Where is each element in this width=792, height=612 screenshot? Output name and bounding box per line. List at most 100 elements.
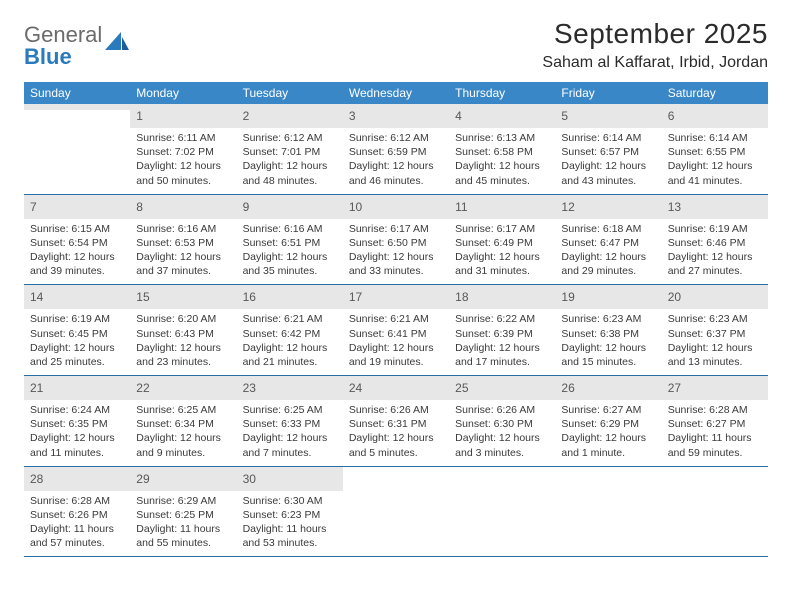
calendar-grid: Sunday Monday Tuesday Wednesday Thursday… xyxy=(24,82,768,557)
day-number-row: 24 xyxy=(343,376,449,400)
day-number-row: 7 xyxy=(24,195,130,219)
day-number: 29 xyxy=(136,472,149,486)
sunrise-line: Sunrise: 6:17 AM xyxy=(455,222,549,236)
week-row: 21Sunrise: 6:24 AMSunset: 6:35 PMDayligh… xyxy=(24,376,768,467)
day-number-row: 10 xyxy=(343,195,449,219)
sunrise-line: Sunrise: 6:15 AM xyxy=(30,222,124,236)
day-number: 30 xyxy=(243,472,256,486)
day-cell: 14Sunrise: 6:19 AMSunset: 6:45 PMDayligh… xyxy=(24,285,130,375)
brand-text: General Blue xyxy=(24,24,102,68)
day-body: Sunrise: 6:16 AMSunset: 6:51 PMDaylight:… xyxy=(237,219,343,285)
sunset-line: Sunset: 6:23 PM xyxy=(243,508,337,522)
day-number: 10 xyxy=(349,200,362,214)
day-cell: 15 Sunrise: 6:20 AMSunset: 6:43 PMDayligh… xyxy=(130,285,236,375)
day-number-row: 14 xyxy=(24,285,130,309)
daylight-line: Daylight: 12 hours xyxy=(349,341,443,355)
day-body: Sunrise: 6:13 AMSunset: 6:58 PMDaylight:… xyxy=(449,128,555,194)
day-number-row: 19 xyxy=(555,285,661,309)
dow-tuesday: Tuesday xyxy=(237,82,343,104)
day-number-row: 30 xyxy=(237,467,343,491)
sunrise-line: Sunrise: 6:29 AM xyxy=(136,494,230,508)
day-number-row: 18 xyxy=(449,285,555,309)
daylight-line: and 9 minutes. xyxy=(136,446,230,460)
sunset-line: Sunset: 6:30 PM xyxy=(455,417,549,431)
day-body: Sunrise: 6:19 AMSunset: 6:45 PMDaylight:… xyxy=(24,309,130,375)
daylight-line: Daylight: 12 hours xyxy=(136,159,230,173)
daylight-line: and 23 minutes. xyxy=(136,355,230,369)
day-body: Sunrise: 6:26 AMSunset: 6:30 PMDaylight:… xyxy=(449,400,555,466)
sunrise-line: Sunrise: 6:26 AM xyxy=(455,403,549,417)
day-number: 6 xyxy=(668,109,675,123)
sunset-line: Sunset: 6:29 PM xyxy=(561,417,655,431)
day-cell: 25Sunrise: 6:26 AMSunset: 6:30 PMDayligh… xyxy=(449,376,555,466)
sunrise-line: Sunrise: 6:14 AM xyxy=(668,131,762,145)
sunrise-line: Sunrise: 6:19 AM xyxy=(668,222,762,236)
sunset-line: Sunset: 6:55 PM xyxy=(668,145,762,159)
daylight-line: and 37 minutes. xyxy=(136,264,230,278)
day-body: Sunrise: 6:14 AMSunset: 6:57 PMDaylight:… xyxy=(555,128,661,194)
day-cell: 24Sunrise: 6:26 AMSunset: 6:31 PMDayligh… xyxy=(343,376,449,466)
daylight-line: and 7 minutes. xyxy=(243,446,337,460)
daylight-line: and 41 minutes. xyxy=(668,174,762,188)
day-body: Sunrise: 6:28 AMSunset: 6:27 PMDaylight:… xyxy=(662,400,768,466)
week-row: 7Sunrise: 6:15 AMSunset: 6:54 PMDaylight… xyxy=(24,195,768,286)
daylight-line: Daylight: 12 hours xyxy=(136,431,230,445)
day-cell: 4 Sunrise: 6:13 AMSunset: 6:58 PMDaylight… xyxy=(449,104,555,194)
daylight-line: Daylight: 12 hours xyxy=(243,250,337,264)
day-number: 12 xyxy=(561,200,574,214)
sunrise-line: Sunrise: 6:16 AM xyxy=(243,222,337,236)
day-body: Sunrise: 6:25 AMSunset: 6:33 PMDaylight:… xyxy=(237,400,343,466)
day-number-row: 6 xyxy=(662,104,768,128)
dow-saturday: Saturday xyxy=(662,82,768,104)
daylight-line: and 1 minute. xyxy=(561,446,655,460)
sunrise-line: Sunrise: 6:23 AM xyxy=(668,312,762,326)
daylight-line: Daylight: 12 hours xyxy=(349,159,443,173)
sunset-line: Sunset: 6:57 PM xyxy=(561,145,655,159)
daylight-line: Daylight: 12 hours xyxy=(455,159,549,173)
day-body: Sunrise: 6:25 AMSunset: 6:34 PMDaylight:… xyxy=(130,400,236,466)
day-number: 28 xyxy=(30,472,43,486)
day-body: Sunrise: 6:24 AMSunset: 6:35 PMDaylight:… xyxy=(24,400,130,466)
daylight-line: Daylight: 12 hours xyxy=(668,250,762,264)
day-cell: 12Sunrise: 6:18 AMSunset: 6:47 PMDayligh… xyxy=(555,195,661,285)
daylight-line: Daylight: 12 hours xyxy=(243,431,337,445)
day-body: Sunrise: 6:12 AMSunset: 6:59 PMDaylight:… xyxy=(343,128,449,194)
daylight-line: and 25 minutes. xyxy=(30,355,124,369)
day-cell: 21Sunrise: 6:24 AMSunset: 6:35 PMDayligh… xyxy=(24,376,130,466)
daylight-line: Daylight: 12 hours xyxy=(30,431,124,445)
day-number: 15 xyxy=(136,290,149,304)
sunrise-line: Sunrise: 6:12 AM xyxy=(349,131,443,145)
sunrise-line: Sunrise: 6:30 AM xyxy=(243,494,337,508)
sunset-line: Sunset: 6:38 PM xyxy=(561,327,655,341)
day-cell xyxy=(449,467,555,557)
daylight-line: and 39 minutes. xyxy=(30,264,124,278)
day-body: Sunrise: 6:20 AMSunset: 6:43 PMDaylight:… xyxy=(130,309,236,375)
daylight-line: Daylight: 12 hours xyxy=(349,431,443,445)
day-number: 2 xyxy=(243,109,250,123)
day-number: 1 xyxy=(136,109,143,123)
daylight-line: Daylight: 12 hours xyxy=(561,431,655,445)
day-number-row: 22 xyxy=(130,376,236,400)
day-body: Sunrise: 6:12 AMSunset: 7:01 PMDaylight:… xyxy=(237,128,343,194)
weeks-container: 1 Sunrise: 6:11 AMSunset: 7:02 PMDaylight… xyxy=(24,104,768,557)
day-cell: 17Sunrise: 6:21 AMSunset: 6:41 PMDayligh… xyxy=(343,285,449,375)
day-cell xyxy=(24,104,130,194)
day-number: 4 xyxy=(455,109,462,123)
daylight-line: Daylight: 12 hours xyxy=(30,250,124,264)
day-cell: 20Sunrise: 6:23 AMSunset: 6:37 PMDayligh… xyxy=(662,285,768,375)
day-number-row: 21 xyxy=(24,376,130,400)
calendar-page: General Blue September 2025 Saham al Kaf… xyxy=(0,0,792,575)
day-number-row: 2 xyxy=(237,104,343,128)
daylight-line: Daylight: 11 hours xyxy=(668,431,762,445)
day-number-row: 4 xyxy=(449,104,555,128)
sunset-line: Sunset: 6:59 PM xyxy=(349,145,443,159)
day-number: 3 xyxy=(349,109,356,123)
day-cell: 18Sunrise: 6:22 AMSunset: 6:39 PMDayligh… xyxy=(449,285,555,375)
day-cell: 8Sunrise: 6:16 AMSunset: 6:53 PMDaylight… xyxy=(130,195,236,285)
day-number-row: 9 xyxy=(237,195,343,219)
daylight-line: Daylight: 12 hours xyxy=(243,159,337,173)
day-body: Sunrise: 6:11 AMSunset: 7:02 PMDaylight:… xyxy=(130,128,236,194)
daylight-line: and 33 minutes. xyxy=(349,264,443,278)
sunset-line: Sunset: 6:51 PM xyxy=(243,236,337,250)
day-number-row: 16 xyxy=(237,285,343,309)
